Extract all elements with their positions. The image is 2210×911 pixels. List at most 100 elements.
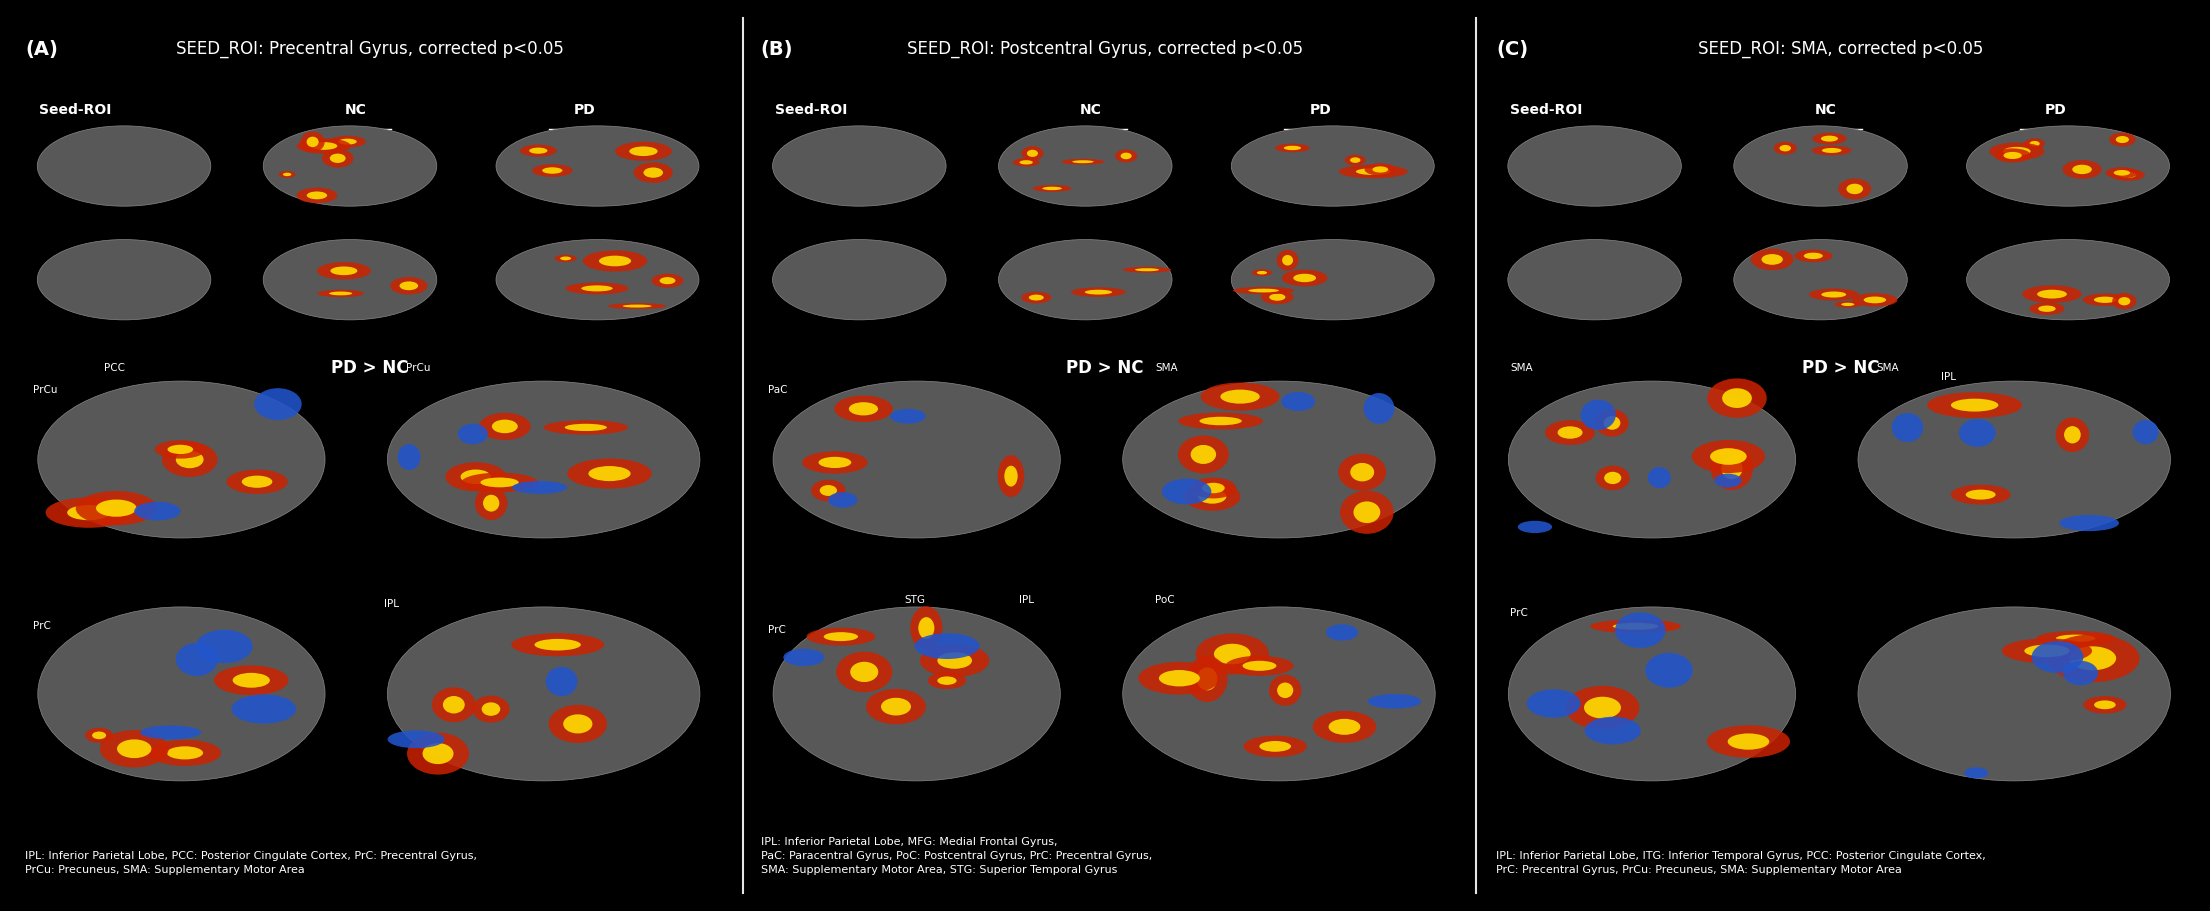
Ellipse shape [2062,660,2097,685]
Text: (B): (B) [760,40,793,59]
Ellipse shape [1644,653,1693,688]
Text: MFG: MFG [961,433,983,443]
Ellipse shape [1368,694,1421,709]
Ellipse shape [1277,250,1299,271]
Ellipse shape [2117,297,2130,305]
Ellipse shape [533,164,572,177]
Ellipse shape [882,698,911,715]
Ellipse shape [599,256,632,266]
Ellipse shape [1649,467,1671,488]
Ellipse shape [2024,138,2044,149]
Ellipse shape [2060,515,2119,531]
Ellipse shape [1596,466,1629,490]
Ellipse shape [1852,293,1898,307]
Ellipse shape [323,148,354,168]
Ellipse shape [2082,293,2128,306]
Ellipse shape [1257,271,1266,274]
Ellipse shape [2004,152,2022,159]
Ellipse shape [155,440,206,458]
Ellipse shape [1775,142,1797,155]
Ellipse shape [254,388,303,420]
Ellipse shape [548,705,608,743]
Text: PCC: PCC [104,363,126,373]
Ellipse shape [1604,416,1620,430]
Ellipse shape [513,481,568,494]
Ellipse shape [2029,302,2064,315]
Ellipse shape [659,277,676,284]
Ellipse shape [329,136,367,148]
Ellipse shape [387,607,701,781]
Ellipse shape [1580,400,1616,430]
Text: IPL: IPL [385,599,400,609]
Ellipse shape [2038,290,2066,299]
Ellipse shape [1030,294,1043,301]
Ellipse shape [1251,270,1273,276]
Ellipse shape [1187,656,1227,702]
Ellipse shape [829,492,857,507]
Ellipse shape [1711,448,1746,465]
Ellipse shape [891,409,926,424]
Ellipse shape [2106,167,2139,179]
Ellipse shape [398,444,420,470]
Ellipse shape [1178,435,1229,474]
Ellipse shape [1565,686,1640,730]
Text: NC: NC [345,103,367,117]
Ellipse shape [1795,250,1832,262]
Ellipse shape [581,285,612,292]
Ellipse shape [309,142,338,149]
Ellipse shape [544,420,628,435]
Ellipse shape [1072,287,1125,297]
Ellipse shape [263,240,438,320]
Ellipse shape [387,381,701,538]
Ellipse shape [1859,381,2170,538]
Ellipse shape [407,732,469,774]
Text: PrC: PrC [1509,608,1527,618]
Ellipse shape [1841,302,1854,306]
Ellipse shape [93,732,106,739]
Text: PD > NC: PD > NC [1065,359,1145,377]
Ellipse shape [1012,158,1039,167]
Ellipse shape [1231,240,1434,320]
Ellipse shape [1604,472,1622,484]
Text: PD > NC: PD > NC [332,359,409,377]
Ellipse shape [1863,297,1885,303]
Ellipse shape [1061,159,1105,165]
Ellipse shape [568,458,652,488]
Ellipse shape [2055,417,2088,452]
Text: SEED_ROI: Postcentral Gyrus, corrected p<0.05: SEED_ROI: Postcentral Gyrus, corrected p… [906,40,1304,58]
Ellipse shape [1545,420,1596,445]
Ellipse shape [1509,381,1795,538]
Ellipse shape [1967,126,2170,206]
Ellipse shape [2002,639,2093,663]
Ellipse shape [919,617,935,639]
Ellipse shape [1021,146,1043,160]
Ellipse shape [1249,289,1280,292]
Ellipse shape [1596,409,1629,436]
Text: NC: NC [1081,103,1101,117]
Ellipse shape [2069,647,2117,670]
Ellipse shape [824,632,857,641]
Ellipse shape [546,667,577,696]
Ellipse shape [1282,270,1328,286]
Ellipse shape [1162,478,1211,505]
Ellipse shape [1339,491,1395,534]
Ellipse shape [2064,426,2082,444]
Ellipse shape [422,743,453,764]
Ellipse shape [1200,416,1242,425]
Ellipse shape [1965,767,1989,779]
Ellipse shape [166,746,203,760]
Ellipse shape [1993,148,2031,162]
Ellipse shape [2062,160,2102,179]
Ellipse shape [431,687,475,722]
Ellipse shape [915,633,979,659]
Ellipse shape [564,714,592,733]
Text: SEED_ROI: Precentral Gyrus, corrected p<0.05: SEED_ROI: Precentral Gyrus, corrected p<… [177,40,564,58]
Ellipse shape [1364,393,1395,424]
Text: IPL: Inferior Parietal Lobe, ITG: Inferior Temporal Gyrus, PCC: Posterior Cingul: IPL: Inferior Parietal Lobe, ITG: Inferi… [1496,851,1987,875]
Text: STG: STG [904,595,926,605]
Ellipse shape [482,702,499,716]
Ellipse shape [1708,378,1766,418]
Ellipse shape [541,168,561,174]
Ellipse shape [911,606,941,650]
Ellipse shape [1028,149,1039,157]
